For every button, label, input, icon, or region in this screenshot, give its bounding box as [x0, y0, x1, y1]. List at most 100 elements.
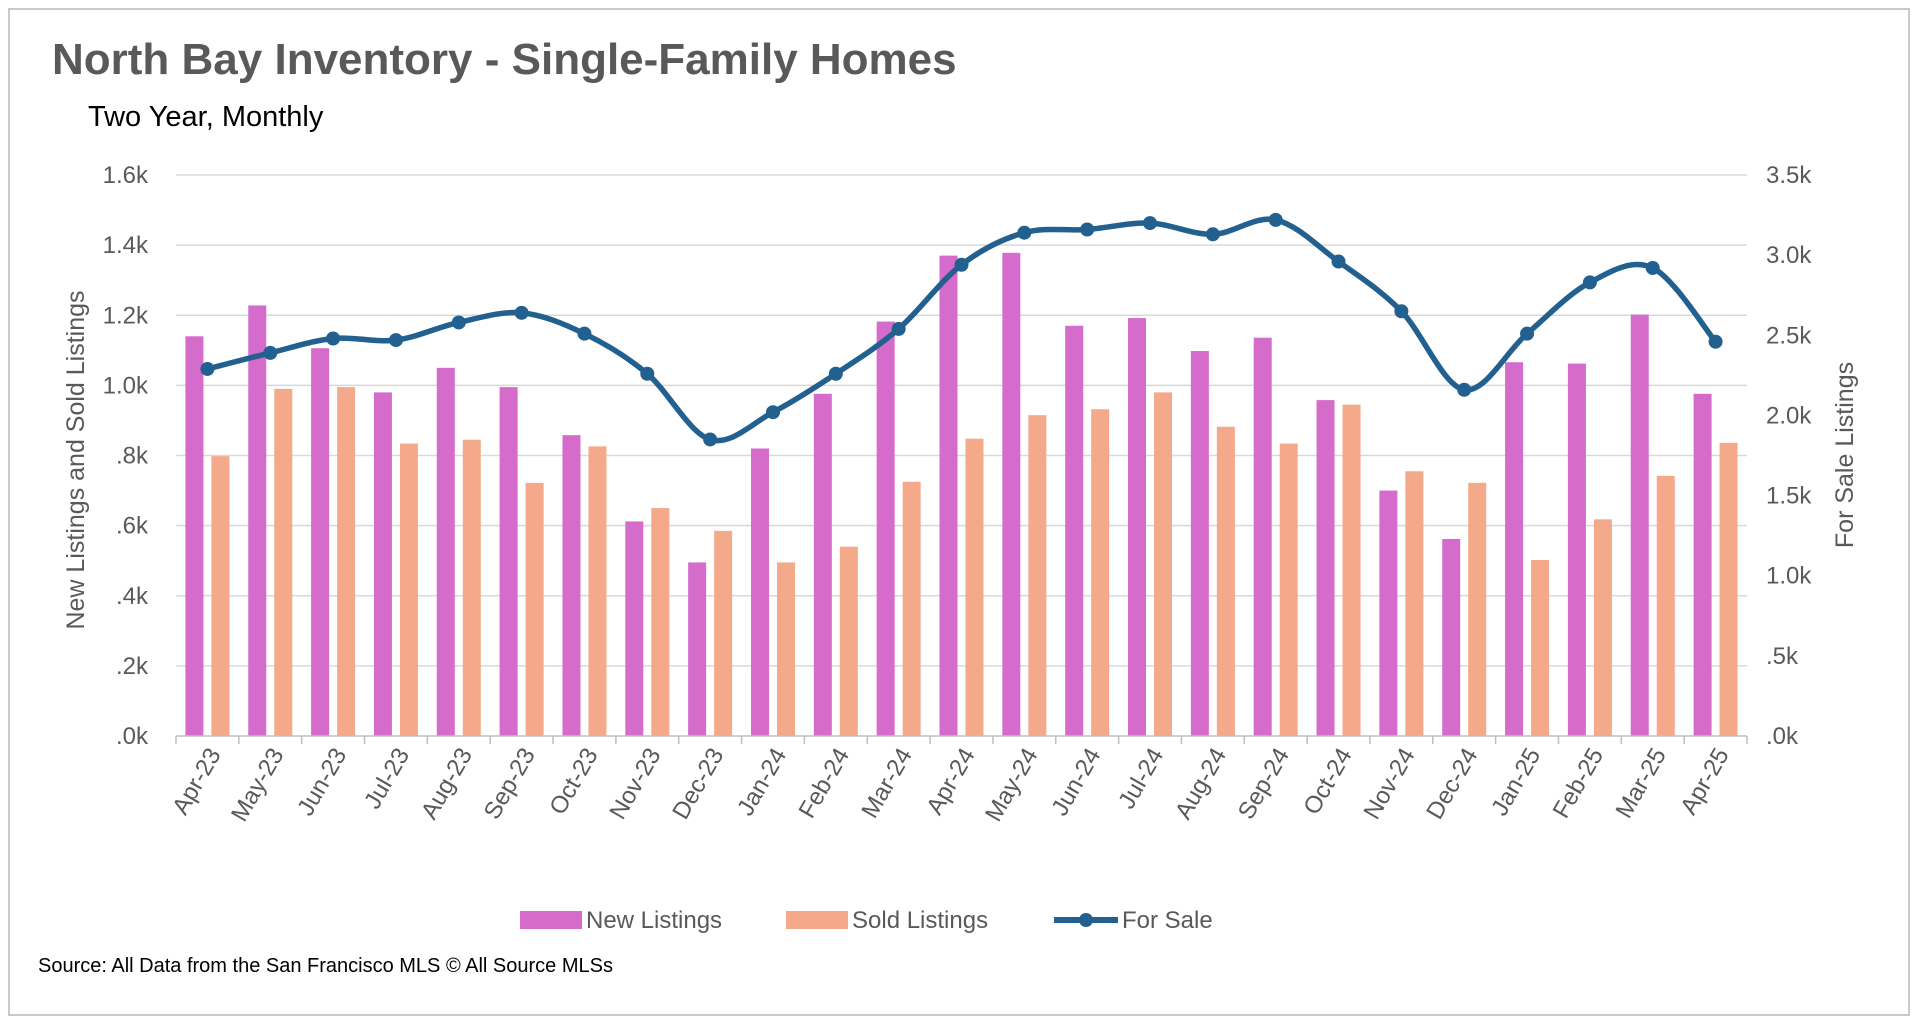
x-tick-label: Aug-24: [1170, 744, 1232, 825]
bar-sold-listings: [1719, 442, 1738, 736]
x-tick-label: Apr-25: [1675, 744, 1734, 820]
point-for-sale: [1708, 334, 1723, 349]
bar-new-listings: [499, 387, 518, 736]
x-tick-label: Oct-23: [544, 744, 603, 820]
point-for-sale: [703, 432, 718, 447]
for-sale-line: [200, 212, 1723, 447]
x-tick-label: Sep-23: [479, 744, 541, 825]
bar-sold-listings: [211, 456, 230, 736]
y2-tick-label: 1.0k: [1766, 563, 1812, 590]
y-tick-label: 1.0k: [103, 372, 149, 399]
bar-sold-listings: [1531, 559, 1550, 736]
x-tick-label: Oct-24: [1298, 744, 1357, 820]
x-tick-label: Jun-23: [292, 744, 352, 821]
legend-marker-for-sale: [1079, 913, 1093, 927]
y-tick-label: .2k: [116, 653, 149, 680]
chart-subtitle: Two Year, Monthly: [88, 101, 324, 133]
point-for-sale: [1394, 304, 1409, 319]
bar-new-listings: [1442, 538, 1461, 736]
y-tick-label: .0k: [116, 723, 149, 750]
x-tick-label: Sep-24: [1233, 744, 1295, 825]
line-for-sale: [206, 216, 1718, 444]
bar-sold-listings: [274, 388, 293, 736]
bar-sold-listings: [337, 387, 356, 736]
bar-new-listings: [1316, 400, 1335, 736]
bar-sold-listings: [462, 439, 481, 736]
y2-tick-label: 2.5k: [1766, 322, 1812, 349]
bar-new-listings: [1128, 318, 1147, 736]
legend-swatch-sold-listings: [786, 911, 848, 929]
x-tick-label: Jul-24: [1113, 744, 1169, 814]
bar-new-listings: [1190, 351, 1209, 736]
point-for-sale: [1645, 260, 1660, 275]
x-tick-label: Nov-24: [1359, 744, 1421, 825]
bar-new-listings: [750, 448, 769, 736]
x-tick-label: Feb-24: [794, 744, 855, 823]
x-tick-label: Jan-24: [732, 744, 792, 821]
x-tick-label: May-24: [980, 744, 1043, 827]
bar-new-listings: [1002, 252, 1021, 736]
y-axis-title: New Listings and Sold Listings: [62, 290, 90, 629]
y2-axis-title: For Sale Listings: [1831, 362, 1859, 548]
x-tick-label: Jun-24: [1046, 744, 1106, 821]
bar-sold-listings: [588, 446, 607, 736]
bar-sold-listings: [1028, 415, 1047, 736]
bar-new-listings: [311, 348, 330, 736]
legend-label-for-sale: For Sale: [1122, 907, 1213, 934]
point-for-sale: [451, 315, 466, 330]
point-for-sale: [1520, 326, 1535, 341]
bar-new-listings: [1253, 337, 1272, 736]
bar-sold-listings: [1405, 471, 1424, 736]
point-for-sale: [1017, 225, 1032, 240]
bar-sold-listings: [1593, 519, 1612, 736]
bar-new-listings: [562, 435, 581, 736]
bar-new-listings: [939, 255, 958, 737]
point-for-sale: [1582, 275, 1597, 290]
chart-title: North Bay Inventory - Single-Family Home…: [52, 35, 957, 84]
point-for-sale: [1331, 254, 1346, 269]
bar-new-listings: [1379, 490, 1398, 736]
bar-new-listings: [625, 521, 644, 736]
point-for-sale: [765, 405, 780, 420]
x-tick-label: Nov-23: [604, 744, 666, 825]
x-tick-label: May-23: [226, 744, 289, 827]
bar-new-listings: [1693, 393, 1712, 736]
y2-tick-label: 2.0k: [1766, 402, 1812, 429]
bar-sold-listings: [776, 562, 795, 736]
bar-new-listings: [1505, 362, 1524, 736]
point-for-sale: [514, 305, 529, 320]
y2-tick-label: .0k: [1766, 723, 1799, 750]
y-tick-label: .6k: [116, 513, 149, 540]
x-tick-label: Jan-25: [1486, 744, 1546, 821]
bar-new-listings: [1567, 363, 1586, 736]
y-tick-label: .8k: [116, 443, 149, 470]
y-tick-label: .4k: [116, 583, 149, 610]
bar-new-listings: [185, 336, 204, 736]
bar-new-listings: [373, 392, 392, 736]
x-tick-label: Mar-25: [1611, 744, 1672, 823]
point-for-sale: [1143, 216, 1158, 231]
bar-new-listings: [248, 305, 267, 736]
point-for-sale: [326, 331, 341, 346]
bar-new-listings: [688, 562, 707, 736]
point-for-sale: [891, 321, 906, 336]
point-for-sale: [828, 366, 843, 381]
x-tick-label: Aug-23: [416, 744, 478, 825]
x-tick-label: Mar-24: [856, 744, 917, 823]
bar-sold-listings: [1279, 443, 1298, 736]
bar-sold-listings: [525, 482, 544, 736]
legend-swatch-new-listings: [520, 911, 582, 929]
bar-new-listings: [436, 367, 455, 736]
y2-tick-label: 3.5k: [1766, 162, 1812, 189]
y-tick-label: 1.4k: [103, 232, 149, 259]
bar-sold-listings: [714, 530, 733, 736]
y2-tick-label: 3.0k: [1766, 242, 1812, 269]
bar-sold-listings: [839, 546, 858, 736]
bar-sold-listings: [1216, 426, 1235, 736]
point-for-sale: [200, 361, 215, 376]
legend-label-sold-listings: Sold Listings: [852, 907, 988, 934]
bar-sold-listings: [1468, 482, 1487, 736]
bar-new-listings: [1065, 325, 1084, 736]
x-tick-label: Dec-23: [667, 744, 729, 825]
